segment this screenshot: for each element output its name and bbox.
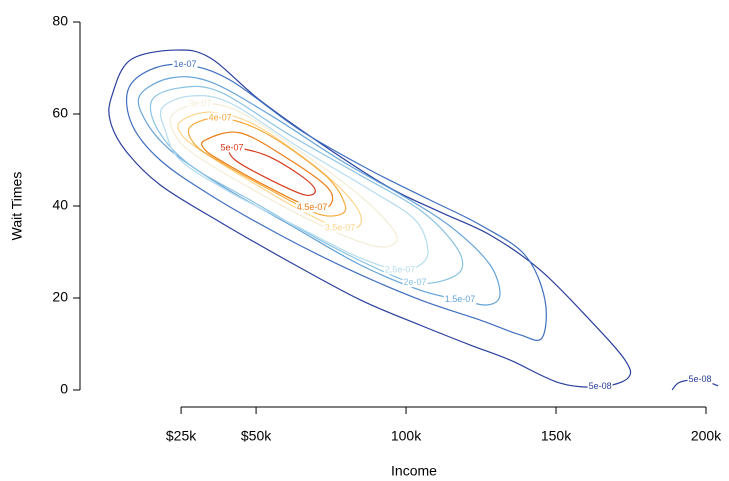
contour-label-bg: [687, 374, 713, 385]
contour-label: 1e-07: [172, 59, 198, 70]
contour-label-bg: [443, 294, 477, 305]
y-axis-title: Wait Times: [9, 172, 25, 241]
contour-label: 4.5e-07: [295, 202, 329, 213]
contour-label-bg: [402, 277, 428, 288]
contour-label-bg: [187, 98, 213, 109]
contour-label-text: 4e-07: [209, 113, 232, 123]
contour-label-text: 3e-07: [188, 98, 211, 108]
contour-label: 5e-08: [587, 381, 613, 392]
y-tick-label: 40: [52, 197, 68, 213]
contour-label-text: 5e-08: [688, 374, 711, 384]
contour-line: [159, 94, 429, 271]
contour-line: [137, 76, 501, 306]
y-tick-label: 60: [52, 105, 68, 121]
contour-label-bg: [383, 264, 417, 275]
contour-label-bg: [323, 222, 357, 233]
contour-label: 5e-07: [219, 142, 245, 153]
x-tick-label: 200k: [691, 428, 722, 444]
contour-line: [149, 85, 464, 285]
x-tick-label: $50k: [241, 428, 272, 444]
contour-label-bg: [587, 381, 613, 392]
contour-label: 1.5e-07: [443, 294, 477, 305]
y-tick-label: 0: [60, 381, 68, 397]
contour-label: 5e-08: [687, 374, 713, 385]
x-tick-label: 100k: [391, 428, 422, 444]
contour-label-text: 2.5e-07: [385, 264, 416, 274]
contour-label-bg: [219, 142, 245, 153]
contour-label: 4e-07: [207, 112, 233, 123]
y-tick-label: 20: [52, 289, 68, 305]
contour-label-text: 1.5e-07: [445, 294, 476, 304]
contour-line: [228, 147, 316, 196]
x-tick-label: $25k: [166, 428, 197, 444]
contour-label: 3.5e-07: [323, 222, 357, 233]
contour-label-bg: [172, 59, 198, 70]
x-axis-title: Income: [391, 463, 437, 479]
contour-label-text: 1e-07: [173, 59, 196, 69]
contour-line: [125, 63, 547, 341]
contour-label-text: 5e-08: [589, 381, 612, 391]
contour-label: 2.5e-07: [383, 264, 417, 275]
contour-label: 2e-07: [402, 277, 428, 288]
y-tick-label: 80: [52, 13, 68, 29]
contour-label-bg: [207, 112, 233, 123]
contour-label-text: 5e-07: [221, 142, 244, 152]
contour-line: [169, 103, 398, 248]
x-tick-label: 150k: [541, 428, 572, 444]
contour-label-text: 3.5e-07: [325, 222, 356, 232]
contour-line: [108, 49, 632, 388]
contour-label: 3e-07: [187, 98, 213, 109]
contour-line: [187, 117, 347, 217]
contour-label-text: 2e-07: [404, 277, 427, 287]
contour-label-text: 4.5e-07: [297, 202, 328, 212]
contour-label-bg: [295, 202, 329, 213]
